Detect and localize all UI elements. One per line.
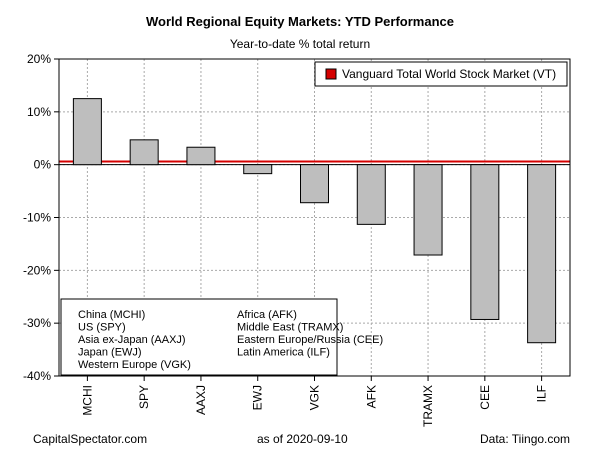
y-tick-label: 10% — [27, 105, 51, 119]
chart-title: World Regional Equity Markets: YTD Perfo… — [146, 14, 454, 29]
y-tick-label: 20% — [27, 52, 51, 66]
x-tick-label: AAXJ — [194, 385, 208, 415]
x-tick-label: CEE — [478, 385, 492, 410]
bar-tramx — [413, 164, 443, 256]
ticker-key-box — [60, 298, 338, 376]
key-entry: US (SPY) — [78, 322, 126, 334]
legend-box — [314, 61, 568, 87]
x-tick-label: SPY — [137, 385, 151, 409]
key-entry: Japan (EWJ) — [78, 347, 142, 359]
x-tick-label: VGK — [308, 385, 322, 410]
x-tick-label: TRAMX — [421, 385, 435, 427]
bar-spy — [129, 139, 159, 166]
y-tick-label: -10% — [23, 211, 51, 225]
footer-source: Data: Tiingo.com — [480, 432, 571, 446]
key-entry: Eastern Europe/Russia (CEE) — [237, 334, 383, 346]
key-entry: China (MCHI) — [78, 309, 145, 321]
key-entry: Western Europe (VGK) — [78, 359, 191, 371]
bar-ilf — [527, 164, 557, 344]
key-entry: Latin America (ILF) — [237, 347, 330, 359]
x-tick-label: EWJ — [251, 385, 265, 410]
x-tick-label: AFK — [364, 385, 378, 408]
y-tick-label: -30% — [23, 316, 51, 330]
key-entry: Asia ex-Japan (AAXJ) — [78, 334, 186, 346]
legend-label: Vanguard Total World Stock Market (VT) — [342, 67, 556, 81]
chart-subtitle: Year-to-date % total return — [229, 37, 371, 51]
bar-vgk — [300, 164, 329, 204]
bar-cee — [470, 164, 500, 320]
x-tick-label: MCHI — [80, 385, 94, 416]
bar-afk — [356, 164, 386, 225]
legend-swatch — [325, 68, 337, 80]
key-entry: Africa (AFK) — [237, 309, 297, 321]
bar-mchi — [72, 98, 102, 166]
bar-ewj — [243, 164, 273, 175]
y-tick-label: -40% — [23, 369, 51, 383]
key-entry: Middle East (TRAMX) — [237, 322, 343, 334]
y-tick-label: -20% — [23, 263, 51, 277]
footer-site: CapitalSpectator.com — [33, 432, 148, 446]
y-tick-label: 0% — [34, 158, 52, 172]
footer-date: as of 2020-09-10 — [257, 432, 348, 446]
bar-aaxj — [186, 146, 216, 166]
x-tick-label: ILF — [535, 385, 549, 402]
